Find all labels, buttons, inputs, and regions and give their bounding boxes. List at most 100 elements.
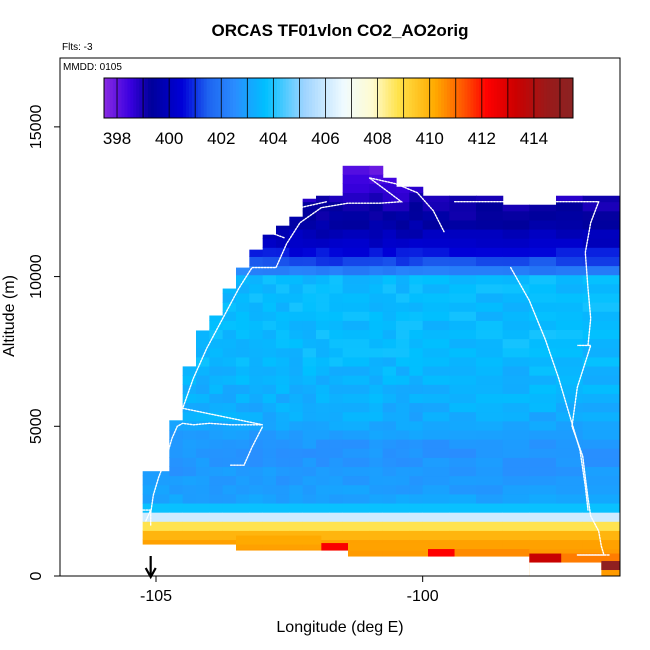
heatmap-cell (316, 493, 330, 504)
heatmap-cell (369, 375, 384, 385)
heatmap-cell (342, 329, 370, 340)
heatmap-cell (449, 302, 477, 312)
heatmap-cell (196, 493, 210, 504)
heatmap-cell (369, 420, 384, 431)
heatmap-cell (422, 247, 450, 257)
heatmap-cell (582, 356, 620, 367)
heatmap-cell (209, 502, 224, 513)
colorbar-segment (499, 78, 504, 118)
heatmap-cell (396, 265, 410, 276)
heatmap-cell (556, 420, 584, 431)
heatmap-cell (449, 448, 477, 458)
colorbar-segment (124, 78, 128, 118)
heatmap-cell (369, 429, 384, 440)
heatmap-cell (196, 429, 210, 440)
colorbar-segment (309, 78, 313, 118)
heatmap-cell (396, 457, 410, 468)
colorbar-segment (367, 78, 372, 118)
heatmap-cell (582, 566, 620, 576)
colorbar-segment (106, 78, 111, 118)
heatmap-cell (428, 549, 455, 557)
heatmap-cell (449, 411, 477, 422)
heatmap-cell (422, 201, 450, 212)
colorbar-segment (218, 78, 222, 118)
heatmap-cell (582, 320, 620, 331)
heatmap-cell (409, 548, 424, 559)
heatmap-cell (302, 283, 317, 294)
heatmap-cell (502, 530, 530, 541)
heatmap-cell (529, 219, 557, 230)
heatmap-cell (382, 228, 397, 239)
heatmap-cell (262, 283, 277, 294)
heatmap-cell (396, 256, 410, 267)
colorbar-segment (382, 78, 386, 118)
heatmap-cell (396, 448, 410, 458)
colorbar-segment (253, 78, 257, 118)
colorbar-segment (405, 78, 410, 118)
heatmap-cell (236, 365, 250, 376)
heatmap-cell (289, 493, 304, 504)
heatmap-cell (236, 475, 250, 486)
y-axis: 0 5000 10000 15000 (28, 105, 60, 580)
heatmap-cell (396, 512, 410, 522)
heatmap-cell (556, 329, 584, 340)
heatmap-cell (209, 338, 224, 349)
heatmap-cell (449, 311, 477, 321)
heatmap-cell (422, 365, 450, 376)
heatmap-cell (422, 457, 450, 468)
heatmap-cell (222, 288, 237, 294)
colorbar-segment (303, 78, 307, 118)
heatmap-cell (556, 210, 584, 221)
heatmap-cell (529, 429, 557, 440)
colorbar-segment (370, 78, 375, 118)
flight-track-upper-west (266, 200, 328, 239)
heatmap-cell (316, 402, 330, 413)
date-label: MMDD: 0105 (63, 62, 122, 73)
heatmap-cell (276, 256, 290, 267)
heatmap-cell (529, 265, 557, 276)
heatmap-cell (276, 225, 290, 230)
heatmap-cell (196, 530, 210, 541)
heatmap-cell (409, 484, 424, 495)
heatmap-cell (302, 475, 317, 486)
heatmap-cell (262, 439, 277, 449)
heatmap-cell (169, 420, 184, 431)
heatmap-cell (329, 484, 344, 495)
heatmap-cell (382, 292, 397, 303)
heatmap-cell (276, 338, 290, 349)
heatmap-cell (316, 219, 330, 230)
heatmap-cell (316, 365, 330, 376)
heatmap-cell (302, 429, 317, 440)
heatmap-cell (476, 420, 504, 431)
y-tick-label: 0 (28, 571, 45, 580)
heatmap-cell (342, 384, 370, 394)
heatmap-cell (502, 283, 530, 294)
heatmap-cell (262, 375, 277, 385)
heatmap-cell (476, 475, 504, 486)
heatmap-cell (449, 329, 477, 340)
heatmap-cell (196, 475, 210, 486)
heatmap-cell (249, 311, 264, 321)
colorbar-segment (482, 78, 486, 118)
heatmap-cell (396, 320, 410, 331)
colorbar-segment (250, 78, 254, 118)
colorbar-segment (227, 78, 231, 118)
heatmap-cell (222, 539, 237, 550)
heatmap-cell (396, 283, 410, 294)
heatmap-cell (289, 457, 304, 468)
heatmap-cell (276, 384, 290, 394)
colorbar-segment (241, 78, 246, 118)
heatmap-cell (369, 219, 384, 230)
heatmap-cell (142, 484, 170, 495)
heatmap-cell (182, 457, 197, 468)
heatmap-cell (502, 475, 530, 486)
heatmap-cell (236, 530, 250, 541)
heatmap-cell (369, 329, 384, 340)
heatmap-cell (276, 283, 290, 294)
heatmap-cell (529, 283, 557, 294)
heatmap-cell (222, 521, 237, 531)
heatmap-cell (529, 393, 557, 404)
heatmap-cell (556, 274, 584, 285)
heatmap-cell (249, 466, 264, 477)
heatmap-cell (529, 475, 557, 486)
